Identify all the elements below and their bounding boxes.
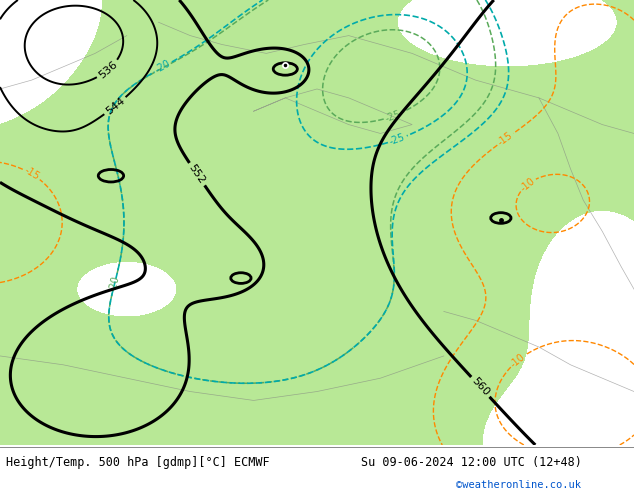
Text: -25: -25 xyxy=(388,132,406,147)
Text: ©weatheronline.co.uk: ©weatheronline.co.uk xyxy=(456,480,581,490)
Text: 560: 560 xyxy=(470,376,491,398)
Text: 552: 552 xyxy=(187,163,207,186)
Text: 544: 544 xyxy=(104,96,127,117)
Text: -20: -20 xyxy=(154,59,172,75)
Text: -10: -10 xyxy=(508,351,527,369)
Text: 536: 536 xyxy=(97,59,119,80)
Text: Height/Temp. 500 hPa [gdmp][°C] ECMWF: Height/Temp. 500 hPa [gdmp][°C] ECMWF xyxy=(6,456,270,468)
Text: Su 09-06-2024 12:00 UTC (12+48): Su 09-06-2024 12:00 UTC (12+48) xyxy=(361,456,582,468)
Text: -10: -10 xyxy=(518,175,537,193)
Text: -15: -15 xyxy=(22,166,41,182)
Text: -20: -20 xyxy=(108,274,122,292)
Text: -25: -25 xyxy=(384,108,403,123)
Text: -15: -15 xyxy=(496,130,515,148)
